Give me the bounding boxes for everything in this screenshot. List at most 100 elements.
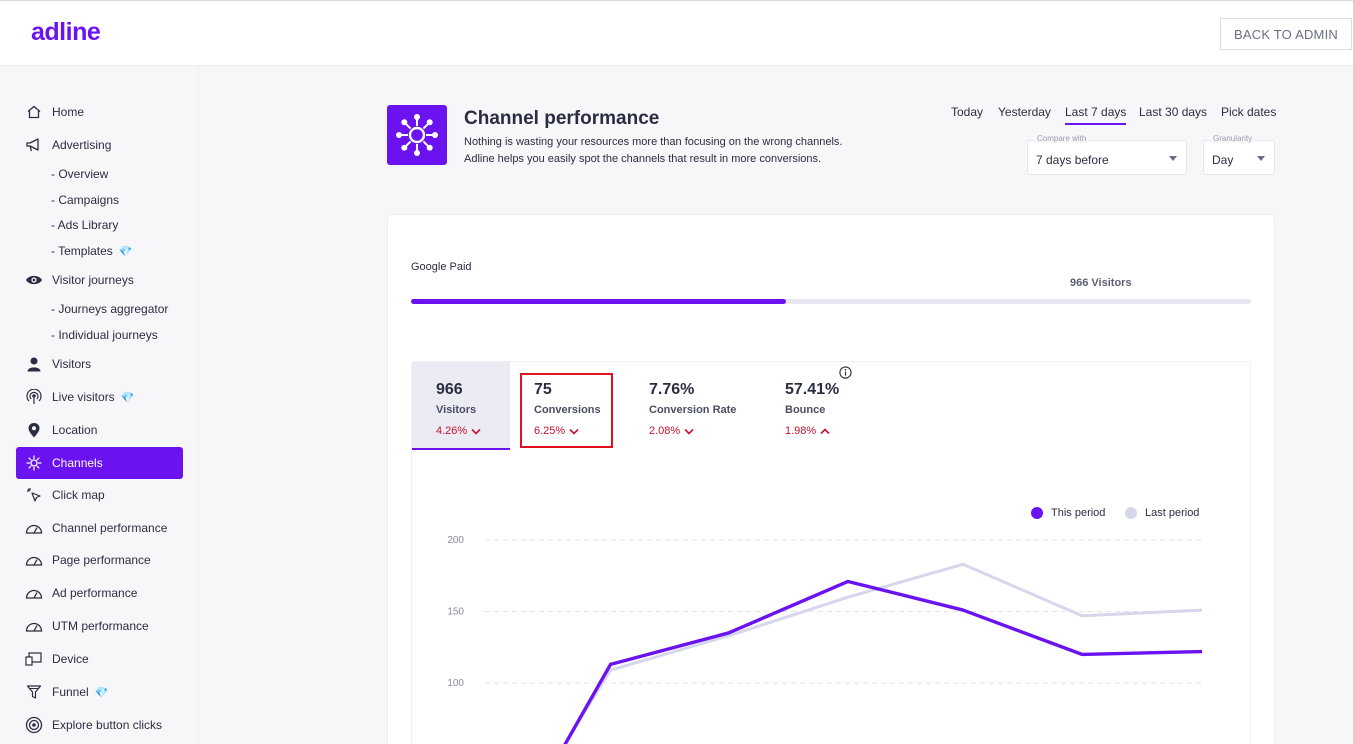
page-description: Nothing is wasting your resources more t… (464, 134, 904, 168)
range-tab-last-7-days[interactable]: Last 7 days (1065, 105, 1127, 125)
y-tick-label: 150 (447, 607, 464, 618)
stat-name: Visitors (436, 404, 477, 416)
sidebar-item-location[interactable]: Location (16, 415, 183, 445)
chevron-down-icon (1257, 156, 1265, 161)
range-tab-last-30-days[interactable]: Last 30 days (1139, 105, 1208, 119)
stat-change: 6.25% (534, 425, 579, 437)
stat-change: 1.98% (785, 425, 830, 437)
compare-with-value: 7 days before (1036, 153, 1109, 167)
sidebar-item-label: Live visitors (52, 390, 115, 404)
gem-icon: 💎 (120, 391, 135, 404)
info-icon[interactable] (839, 366, 852, 379)
sidebar-item-ads-library[interactable]: - Ads Library (16, 210, 183, 240)
stat-tab-bounce[interactable]: 57.41% Bounce 1.98% (774, 362, 864, 450)
user-icon (24, 355, 43, 374)
eye-icon (24, 271, 43, 290)
sidebar-item-templates[interactable]: - Templates 💎 (16, 236, 183, 266)
sidebar-item-live-visitors[interactable]: Live visitors 💎 (16, 382, 183, 412)
sidebar-item-visitor-journeys[interactable]: Visitor journeys (16, 265, 183, 295)
range-tab-today[interactable]: Today (951, 105, 984, 119)
series-line-last-period[interactable] (550, 562, 1203, 744)
gem-icon: 💎 (118, 245, 133, 258)
legend-this-period[interactable]: This period (1031, 507, 1105, 519)
sidebar-item-label: UTM performance (52, 619, 149, 633)
range-tab-yesterday[interactable]: Yesterday (998, 105, 1051, 119)
sidebar-item-campaigns[interactable]: - Campaigns (16, 185, 183, 215)
channel-name: Google Paid (411, 261, 472, 273)
sidebar-item-label: Advertising (52, 138, 112, 152)
stat-change-value: 1.98% (785, 425, 817, 437)
channel-visitors-count: 966 Visitors (1070, 277, 1132, 289)
granularity-label: Granularity (1211, 134, 1255, 143)
gauge-icon (24, 519, 43, 538)
channels-icon (24, 454, 43, 473)
channel-share-bar (411, 299, 1251, 304)
sidebar-item-explore-button-clicks[interactable]: Explore button clicks (16, 710, 183, 740)
stats-panel: 966 Visitors 4.26% 75 Conversions 6.25% … (411, 361, 1251, 744)
stat-value: 7.76% (649, 381, 695, 398)
channels-hero-icon (387, 105, 447, 165)
line-chart: 200 150 100 (447, 535, 1203, 744)
legend-label: Last period (1145, 507, 1200, 519)
range-tab-pick-dates[interactable]: Pick dates (1221, 105, 1277, 119)
sidebar-item-overview[interactable]: - Overview (16, 159, 183, 189)
adline-logo[interactable]: adline (31, 18, 101, 46)
stat-change: 4.26% (436, 425, 481, 437)
gauge-icon (24, 617, 43, 636)
sidebar-item-label: Channels (52, 456, 103, 470)
sidebar-item-label: - Ads Library (51, 218, 119, 232)
chevron-down-icon (1169, 156, 1177, 161)
megaphone-icon (24, 136, 43, 155)
sidebar-item-label: Ad performance (52, 586, 138, 600)
compare-with-select[interactable]: Compare with 7 days before (1027, 134, 1187, 175)
stat-tab-visitors[interactable]: 966 Visitors 4.26% (412, 362, 510, 450)
description-line: Nothing is wasting your resources more t… (464, 136, 843, 148)
legend-label: This period (1051, 507, 1106, 519)
sidebar-item-journeys-aggregator[interactable]: - Journeys aggregator (16, 294, 183, 324)
sidebar-item-label: Funnel (52, 685, 89, 699)
sidebar-item-advertising[interactable]: Advertising (16, 130, 183, 160)
compare-with-label: Compare with (1035, 134, 1089, 143)
stat-name: Bounce (785, 404, 826, 416)
gauge-icon (24, 584, 43, 603)
sidebar-item-channels[interactable]: Channels (16, 447, 183, 479)
sidebar-item-funnel[interactable]: Funnel 💎 (16, 677, 183, 707)
granularity-select[interactable]: Granularity Day (1203, 134, 1275, 175)
sidebar-item-page-performance[interactable]: Page performance (16, 545, 183, 575)
series-line-this-period[interactable] (550, 579, 1203, 744)
legend-last-period[interactable]: Last period (1125, 507, 1199, 519)
sidebar-item-individual-journeys[interactable]: - Individual journeys (16, 320, 183, 350)
legend-dot (1125, 507, 1137, 519)
sidebar-item-channel-performance[interactable]: Channel performance (16, 513, 183, 543)
y-tick-label: 100 (447, 678, 464, 689)
home-icon (24, 103, 43, 122)
stat-name: Conversions (534, 404, 601, 416)
back-to-admin-button[interactable]: BACK TO ADMIN (1220, 18, 1352, 50)
main-content: Channel performance Nothing is wasting y… (199, 66, 1353, 744)
stat-tab-conversion-rate[interactable]: 7.76% Conversion Rate 2.08% (638, 362, 758, 450)
sidebar-item-ad-performance[interactable]: Ad performance (16, 578, 183, 608)
sidebar-item-label: Home (52, 105, 85, 119)
sidebar-item-label: - Overview (51, 167, 109, 181)
location-pin-icon (24, 421, 43, 440)
chevron-down-icon (684, 428, 694, 435)
broadcast-icon (24, 388, 43, 407)
legend-dot (1031, 507, 1043, 519)
target-icon (24, 716, 43, 735)
stat-change: 2.08% (649, 425, 694, 437)
chevron-down-icon (569, 428, 579, 435)
sidebar-item-device[interactable]: Device (16, 644, 183, 674)
channel-card: Google Paid 966 Visitors 966 Visitors 4.… (387, 214, 1275, 744)
pointer-click-icon (24, 486, 43, 505)
sidebar-item-home[interactable]: Home (16, 97, 183, 127)
sidebar-item-label: Page performance (52, 553, 151, 567)
sidebar-item-click-map[interactable]: Click map (16, 480, 183, 510)
sidebar-item-utm-performance[interactable]: UTM performance (16, 611, 183, 641)
sidebar-item-visitors[interactable]: Visitors (16, 349, 183, 379)
sidebar-item-label: Device (52, 652, 89, 666)
stat-name: Conversion Rate (649, 404, 737, 416)
stat-tab-conversions[interactable]: 75 Conversions 6.25% (520, 362, 613, 450)
sidebar-item-label: Visitors (52, 357, 92, 371)
sidebar-item-label: Channel performance (52, 521, 168, 535)
stat-change-value: 2.08% (649, 425, 681, 437)
